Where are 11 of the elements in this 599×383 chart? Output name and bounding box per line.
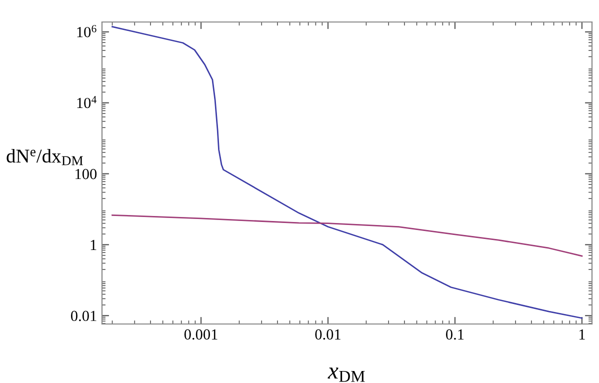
y-axis-title: dN$^{e}$/dx$_{DM}$ — [6, 148, 83, 166]
y-tick-label: 10$^{6}$ — [77, 25, 96, 38]
x-tick-label: 0.1 — [446, 329, 464, 340]
y-tick-label: 1 — [90, 240, 96, 250]
x-tick-label: 1 — [579, 329, 585, 340]
y-tick-label: 10$^{4}$ — [77, 96, 96, 108]
y-tick-label: 0.01 — [70, 310, 96, 322]
x-tick-label: 0.001 — [184, 329, 218, 340]
x-tick-label: 0.01 — [315, 329, 340, 340]
x-axis-title: x$_{DM}$ — [328, 368, 365, 382]
y-tick-label: 100 — [76, 168, 97, 180]
